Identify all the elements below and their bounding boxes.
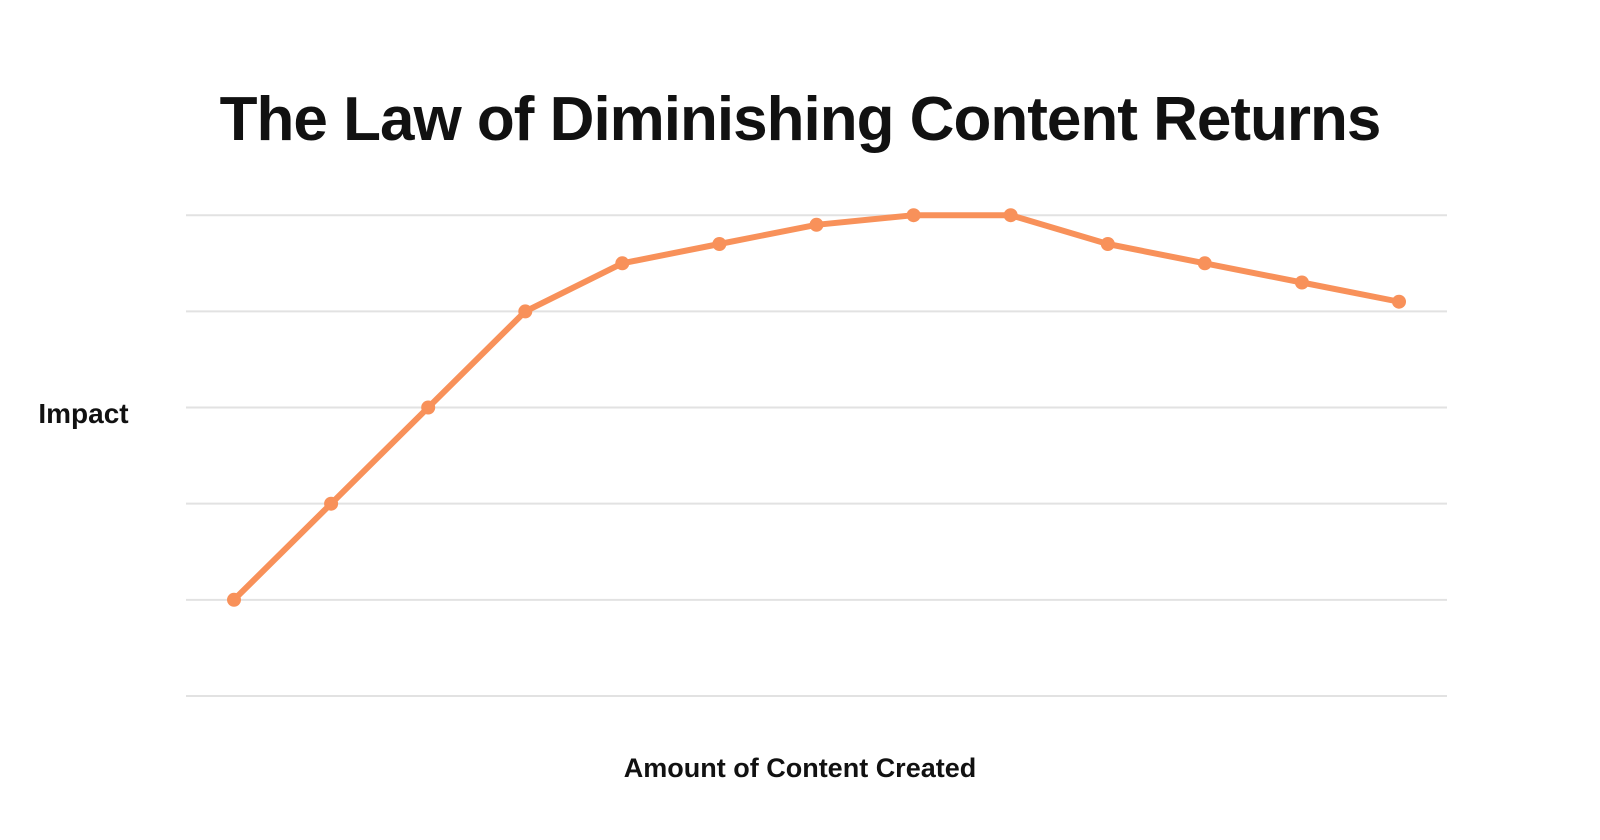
data-point-marker <box>1003 208 1018 223</box>
chart-title: The Law of Diminishing Content Returns <box>219 85 1382 154</box>
data-point-marker <box>227 592 241 607</box>
data-point-marker <box>1197 256 1212 271</box>
data-point-marker <box>906 208 921 223</box>
data-point-marker <box>1100 237 1115 251</box>
data-point-marker <box>712 237 727 251</box>
data-point-marker <box>809 217 824 232</box>
x-axis-label: Amount of Content Created <box>623 753 977 783</box>
gridlines <box>186 214 1447 697</box>
data-point-marker <box>421 400 436 415</box>
y-axis-label: Impact <box>38 398 129 429</box>
data-point-marker <box>518 304 533 319</box>
data-point-marker <box>615 256 630 271</box>
impact-line-series <box>227 208 1406 607</box>
data-point-marker <box>1392 294 1406 309</box>
data-point-marker <box>324 496 339 511</box>
data-point-marker <box>1294 275 1309 290</box>
